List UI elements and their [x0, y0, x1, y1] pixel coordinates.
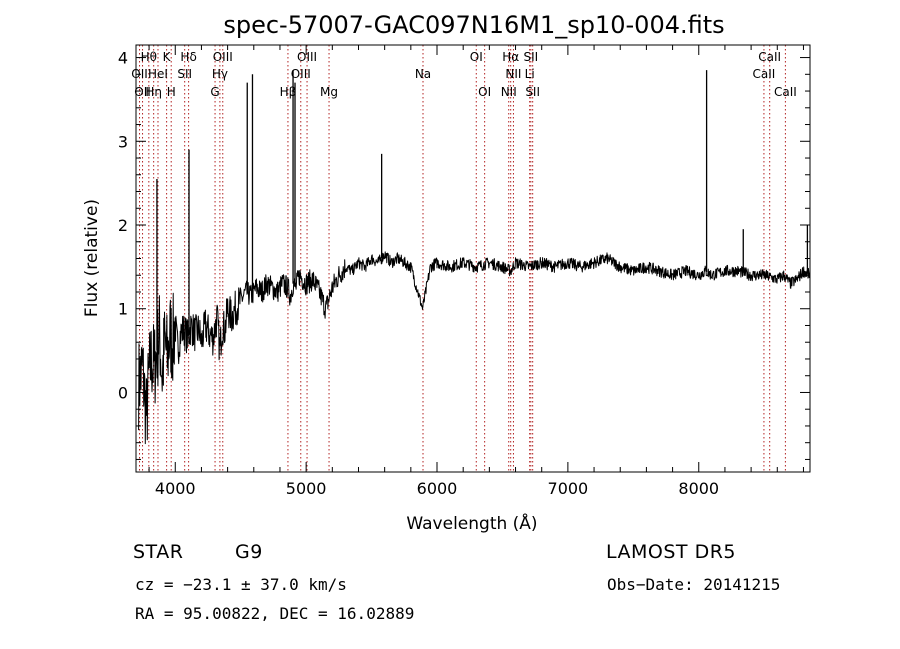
- line-marker-label: Hγ: [212, 67, 228, 81]
- line-marker-label: Hδ: [180, 50, 196, 64]
- x-tick-label: 6000: [417, 479, 458, 498]
- line-marker-label: K: [163, 50, 172, 64]
- y-axis-ticks: 0 1 2 3 4: [118, 49, 810, 460]
- x-tick-label: 4000: [155, 479, 196, 498]
- line-marker-label: Mg: [320, 85, 338, 99]
- line-marker-label: OIII: [213, 50, 233, 64]
- line-marker-label: Hα: [502, 50, 519, 64]
- line-marker-label: Li: [525, 67, 535, 81]
- line-marker-label: NII: [501, 85, 517, 99]
- x-axis-ticks: 4000 5000 6000 7000 8000: [148, 45, 804, 498]
- line-marker-label: OIII: [291, 67, 311, 81]
- line-marker-label: H: [167, 85, 176, 99]
- line-marker-label: CaII: [758, 50, 781, 64]
- line-marker-label: Hθ: [141, 50, 157, 64]
- line-marker-label: G: [210, 85, 219, 99]
- line-marker-label: Na: [415, 67, 431, 81]
- line-marker-label: OII: [134, 85, 151, 99]
- line-marker-label: OI: [470, 50, 483, 64]
- x-tick-label: 8000: [678, 479, 719, 498]
- y-axis-label: Flux (relative): [82, 199, 102, 317]
- line-marker-label: HeI: [148, 67, 168, 81]
- y-tick-label: 0: [118, 383, 128, 402]
- emission-spikes: [156, 70, 809, 351]
- line-marker-label: CaII: [753, 67, 776, 81]
- line-marker-label: Hη: [145, 85, 162, 99]
- line-marker-label: SII: [525, 85, 540, 99]
- line-marker-label: Hβ: [280, 85, 297, 99]
- x-tick-label: 5000: [286, 479, 327, 498]
- line-marker-label: OIII: [297, 50, 317, 64]
- y-tick-label: 4: [118, 49, 128, 68]
- line-marker-label: SII: [523, 50, 538, 64]
- observation-date: Obs−Date: 20141215: [607, 575, 781, 594]
- object-class: STAR: [133, 541, 184, 563]
- line-marker-label: SII: [177, 67, 192, 81]
- y-tick-label: 3: [118, 132, 128, 151]
- x-tick-label: 7000: [548, 479, 589, 498]
- y-tick-label: 1: [118, 300, 128, 319]
- line-marker-label: CaII: [774, 85, 797, 99]
- line-marker-label: OI: [478, 85, 491, 99]
- line-marker-labels: OIIOIIHθHηHeIKHHδSIIGHγOIIIHβOIIIOIIIMgN…: [131, 50, 797, 99]
- spectrum-line: [138, 251, 811, 445]
- y-tick-label: 2: [118, 216, 128, 235]
- velocity-readout: cz = −23.1 ± 37.0 km/s: [135, 575, 347, 594]
- chart-title: spec-57007-GAC097N16M1_sp10-004.fits: [223, 11, 724, 39]
- survey-label: LAMOST DR5: [606, 541, 736, 563]
- line-marker-label: NII: [505, 67, 521, 81]
- object-subclass: G9: [235, 541, 263, 563]
- x-axis-label: Wavelength (Å): [406, 512, 537, 534]
- coordinates-readout: RA = 95.00822, DEC = 16.02889: [135, 604, 415, 623]
